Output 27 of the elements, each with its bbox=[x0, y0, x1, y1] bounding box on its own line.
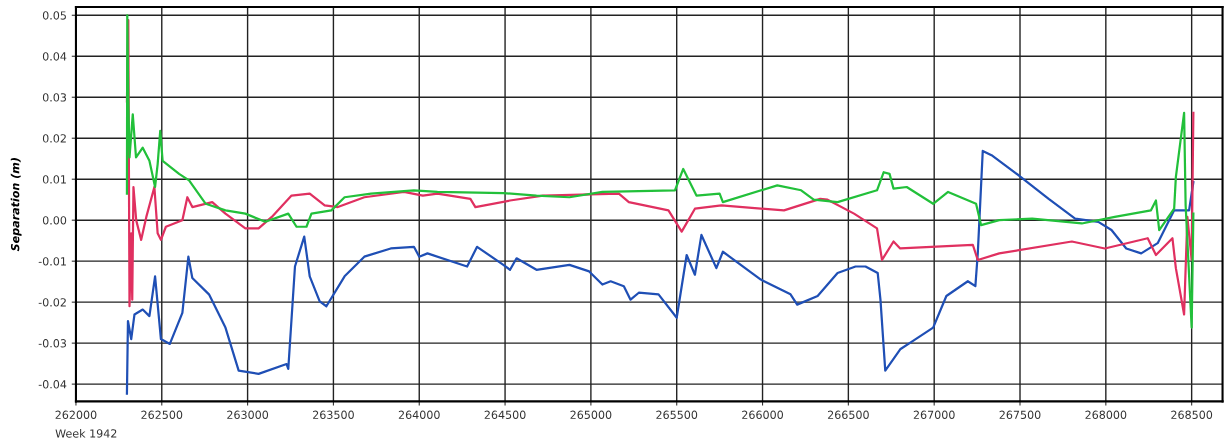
x-tick-label: 265000 bbox=[570, 410, 612, 419]
y-tick-label: 0.04 bbox=[42, 52, 67, 61]
text: Week 1942 bbox=[55, 429, 117, 438]
y-axis-title: Separation (m) bbox=[10, 158, 22, 252]
x-tick-label: 266000 bbox=[742, 410, 784, 419]
x-tick-label: 268000 bbox=[1085, 410, 1127, 419]
y-tick-label: -0.01 bbox=[38, 257, 66, 266]
y-tick-label: 0.01 bbox=[42, 175, 66, 184]
y-tick-label: -0.03 bbox=[38, 339, 67, 348]
x-tick-label: 263500 bbox=[313, 410, 354, 419]
x-tick-label: 268500 bbox=[1171, 410, 1213, 419]
x-tick-label: 264500 bbox=[484, 410, 526, 419]
y-tick-label: -0.04 bbox=[38, 380, 67, 389]
x-tick-label: 263000 bbox=[227, 410, 269, 419]
x-tick-label: 265500 bbox=[656, 410, 698, 419]
y-tick-label: 0.00 bbox=[42, 216, 67, 225]
x-tick-label: 266500 bbox=[827, 410, 869, 419]
y-tick-label: 0.03 bbox=[42, 93, 67, 102]
x-tick-label: 262000 bbox=[55, 410, 97, 419]
x-tick-label: 267000 bbox=[913, 410, 955, 419]
y-tick-label: 0.05 bbox=[42, 11, 66, 20]
x-tick-label: 262500 bbox=[141, 410, 183, 419]
y-tick-label: 0.02 bbox=[42, 134, 66, 143]
y-tick-label: -0.02 bbox=[38, 298, 66, 307]
x-tick-label: 267500 bbox=[999, 410, 1041, 419]
line-series bbox=[125, 149, 1195, 395]
x-tick-label: 264000 bbox=[398, 410, 440, 419]
